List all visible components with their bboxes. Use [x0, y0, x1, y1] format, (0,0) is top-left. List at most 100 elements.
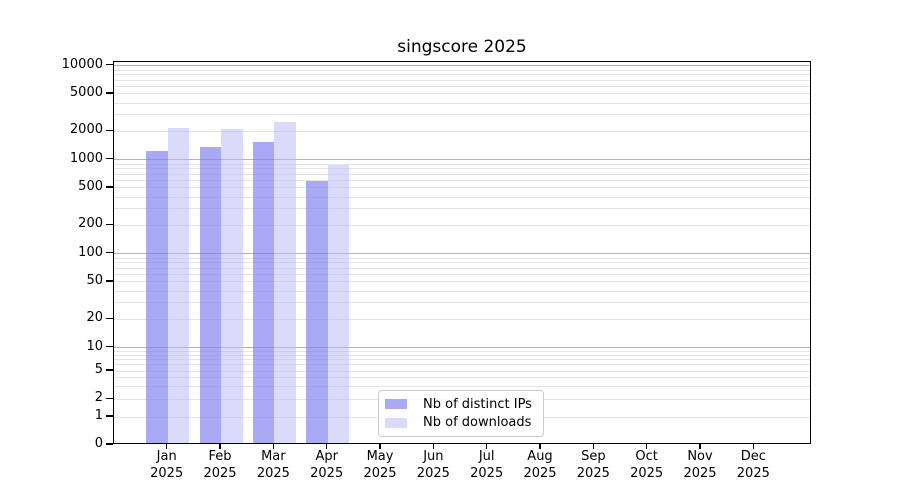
x-axis-tick-mark [645, 444, 648, 449]
y-axis-tick-label: 2000 [69, 122, 103, 138]
gridline-minor [114, 114, 810, 116]
x-axis-tick-mark [166, 444, 168, 449]
legend-label-distinct-ips: Nb of distinct IPs [423, 396, 532, 412]
y-axis-tick-mark [106, 369, 113, 371]
x-axis-month: Jan [156, 449, 177, 464]
x-axis-tick-label: Oct 2025 [617, 449, 677, 482]
x-axis-tick-mark [752, 444, 755, 449]
gridline-minor [114, 173, 810, 175]
gridline-minor [114, 274, 810, 276]
x-axis-tick-label: Dec 2025 [723, 449, 783, 482]
x-axis-month: Nov [687, 449, 713, 464]
x-axis-month: Dec [740, 449, 766, 464]
gridline-minor [114, 196, 810, 198]
x-axis-tick-label: Sep 2025 [563, 449, 623, 482]
legend: Nb of distinct IPs Nb of downloads [378, 390, 544, 437]
bar-downloads [167, 128, 190, 443]
y-axis-tick-label: 1000 [69, 150, 103, 166]
y-axis-tick-label: 5000 [69, 84, 103, 100]
y-axis-tick-mark [106, 443, 113, 445]
x-axis-tick-label: Aug 2025 [510, 449, 570, 482]
y-axis-tick-mark [106, 186, 113, 188]
y-axis-tick-mark [106, 280, 113, 282]
x-axis-month: Aug [527, 449, 553, 464]
x-axis-tick-label: May 2025 [350, 449, 410, 482]
x-axis-tick-label: Jul 2025 [457, 449, 517, 482]
gridline-minor [114, 86, 810, 88]
y-axis-tick-mark [106, 64, 113, 66]
legend-label-downloads: Nb of downloads [423, 415, 532, 431]
y-axis-tick-label: 50 [86, 272, 103, 288]
y-axis-tick-mark [106, 158, 113, 160]
gridline-minor [114, 168, 810, 170]
gridline-minor [114, 224, 810, 226]
gridline-minor [114, 163, 810, 165]
gridline-minor [114, 262, 810, 264]
x-axis-tick-mark [592, 444, 595, 449]
x-axis-month: Apr [315, 449, 338, 464]
bar-downloads [274, 122, 296, 443]
gridline-minor [114, 377, 810, 379]
gridline-minor [114, 187, 810, 189]
x-axis-tick-mark [379, 444, 381, 449]
gridline-minor [114, 359, 810, 361]
gridline-minor [114, 208, 810, 210]
gridline-minor [114, 386, 810, 388]
x-axis-tick-label: Jan 2025 [137, 449, 197, 482]
x-axis-year: 2025 [523, 465, 557, 481]
gridline-minor [114, 257, 810, 259]
gridline-minor [114, 93, 810, 95]
x-axis-month: Feb [208, 449, 232, 464]
y-axis-tick-mark [106, 346, 113, 348]
x-axis-tick-mark [539, 444, 541, 449]
x-axis-year: 2025 [576, 465, 610, 481]
gridline-major [114, 159, 810, 161]
y-axis-tick-mark [106, 92, 113, 94]
y-axis-tick-mark [106, 129, 113, 132]
gridline-minor [114, 370, 810, 372]
x-axis-month: May [366, 449, 394, 464]
chart-title: singscore 2025 [397, 37, 527, 57]
gridline-minor [114, 350, 810, 352]
y-axis-tick-mark [106, 415, 113, 417]
gridline-minor [114, 267, 810, 269]
legend-entry: Nb of downloads [385, 415, 535, 430]
x-axis-month: Sep [581, 449, 606, 464]
x-axis-year: 2025 [150, 465, 184, 481]
gridline-major [114, 65, 810, 67]
x-axis-month: Jun [423, 449, 444, 464]
x-axis-tick-label: Nov 2025 [670, 449, 730, 482]
y-axis-tick-mark [106, 397, 113, 399]
y-axis-tick-label: 5 [94, 362, 103, 377]
y-axis-tick-label: 100 [78, 244, 103, 260]
gridline-minor [114, 318, 810, 320]
x-axis-tick-mark [699, 444, 701, 449]
bar-distinct-ips [199, 147, 222, 443]
gridline-minor [114, 364, 810, 366]
x-axis-tick-mark [485, 444, 488, 449]
y-axis-tick-label: 1 [94, 408, 103, 423]
bar-distinct-ips [146, 150, 168, 443]
gridline-minor [114, 302, 810, 304]
y-axis-tick-mark [106, 223, 113, 226]
x-axis-tick-label: Feb 2025 [190, 449, 250, 482]
y-axis-tick-mark [106, 252, 113, 254]
x-axis-month: Oct [635, 449, 658, 464]
x-axis-year: 2025 [416, 465, 450, 481]
x-axis-year: 2025 [310, 465, 344, 481]
gridline-minor [114, 79, 810, 81]
gridline-minor [114, 130, 810, 132]
y-axis-tick-mark [106, 317, 113, 320]
y-axis-tick-label: 20 [86, 310, 103, 326]
gridline-minor [114, 281, 810, 283]
plot-area [113, 61, 811, 444]
x-axis-year: 2025 [630, 465, 664, 481]
gridline-minor [114, 290, 810, 292]
y-axis-tick-label: 10000 [61, 56, 103, 72]
gridline-major [114, 253, 810, 255]
gridline-minor [114, 74, 810, 76]
x-axis-year: 2025 [203, 465, 237, 481]
gridline-minor [114, 354, 810, 356]
x-axis-tick-label: Jun 2025 [403, 449, 463, 482]
x-axis-year: 2025 [256, 465, 290, 481]
